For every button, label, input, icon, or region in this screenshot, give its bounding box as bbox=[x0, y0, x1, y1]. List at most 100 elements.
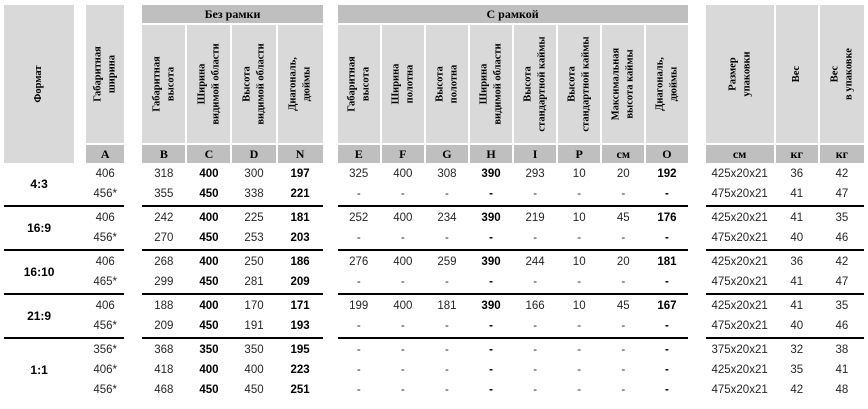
column-gap bbox=[325, 229, 336, 247]
column-gap bbox=[325, 381, 336, 399]
col-header-noframe-2-label: Высота видимой области bbox=[241, 43, 267, 125]
cell-a: 456* bbox=[93, 188, 118, 200]
cell-noframe-0: 242 bbox=[154, 212, 174, 224]
cell-withframe-3: 390 bbox=[481, 212, 501, 224]
column-gap bbox=[126, 297, 140, 315]
cell-withframe-5: - bbox=[577, 364, 582, 376]
table-row: 456* 209 450 191 193 - - - - - - - - 475x20x21 40 46 bbox=[4, 317, 864, 335]
col-header-noframe-2: Высота видимой области bbox=[232, 25, 276, 143]
column-gap bbox=[325, 249, 336, 251]
group-separator bbox=[4, 337, 864, 339]
column-gap bbox=[690, 381, 704, 399]
cell-withframe-0: - bbox=[356, 320, 361, 332]
cell-package-0: 375x20x21 bbox=[711, 344, 768, 356]
col-header-noframe-3: Диагональ, дюймы bbox=[277, 25, 323, 143]
column-gap bbox=[76, 209, 84, 227]
cell-noframe-0: 355 bbox=[154, 188, 174, 200]
cell-withframe-7: - bbox=[665, 276, 669, 288]
letter-withframe-5: P bbox=[558, 145, 601, 163]
col-header-noframe-0: Габаритная высота bbox=[142, 25, 186, 143]
cell-withframe-7: 192 bbox=[657, 168, 677, 180]
letter-noframe-1: C bbox=[187, 145, 231, 163]
column-gap bbox=[76, 185, 84, 203]
cell-package-2: 42 bbox=[835, 168, 849, 180]
col-header-withframe-3: Ширина видимой области bbox=[469, 25, 513, 143]
cell-withframe-2: 259 bbox=[437, 256, 457, 268]
column-gap bbox=[76, 229, 84, 247]
cell-withframe-1: - bbox=[400, 364, 405, 376]
cell-withframe-0: - bbox=[356, 344, 361, 356]
cell-withframe-6: 45 bbox=[616, 300, 630, 312]
column-gap bbox=[690, 165, 704, 183]
column-gap bbox=[76, 5, 84, 163]
cell-noframe-2: 191 bbox=[244, 320, 264, 332]
column-gap bbox=[690, 5, 704, 163]
cell-noframe-3: 221 bbox=[290, 188, 310, 200]
cell-withframe-6: - bbox=[621, 344, 626, 356]
cell-withframe-6: - bbox=[621, 364, 626, 376]
cell-noframe-3: 251 bbox=[290, 384, 310, 396]
separator-line bbox=[337, 337, 688, 339]
cell-package-0: 425x20x21 bbox=[711, 300, 768, 312]
cell-withframe-7: - bbox=[665, 232, 669, 244]
header-row-vertical-labels: Габаритная высота Ширина видимой области В… bbox=[4, 25, 864, 143]
cell-package-0: 475x20x21 bbox=[711, 384, 768, 396]
format-cell: 1:1 bbox=[30, 363, 48, 377]
cell-withframe-5: - bbox=[577, 384, 582, 396]
cell-withframe-2: - bbox=[445, 344, 449, 356]
letter-withframe-7: O bbox=[646, 145, 688, 163]
cell-package-1: 42 bbox=[790, 384, 804, 396]
cell-withframe-2: - bbox=[445, 364, 449, 376]
cell-withframe-4: - bbox=[533, 276, 538, 288]
cell-withframe-5: 10 bbox=[572, 256, 586, 268]
format-cell: 21:9 bbox=[27, 309, 52, 323]
table-row: 465* 299 450 281 209 - - - - - - - - 475x20x21 41 47 bbox=[4, 273, 864, 291]
cell-withframe-1: - bbox=[400, 232, 405, 244]
format-cell: 16:10 bbox=[23, 265, 55, 279]
column-gap bbox=[76, 297, 84, 315]
table-row: 16:10 406 268 400 250 186 276 400 259 390 244 10 20 1… bbox=[4, 253, 864, 279]
cell-withframe-3: 390 bbox=[481, 300, 501, 312]
cell-package-0: 475x20x21 bbox=[711, 188, 768, 200]
cell-withframe-0: - bbox=[356, 384, 361, 396]
separator-line bbox=[142, 337, 323, 339]
col-header-package-size-label: Размер упаковки bbox=[726, 51, 752, 97]
cell-withframe-3: - bbox=[489, 188, 493, 200]
column-gap bbox=[126, 185, 140, 203]
cell-noframe-3: 186 bbox=[290, 256, 310, 268]
separator-line bbox=[142, 205, 323, 207]
cell-package-1: 35 bbox=[790, 364, 804, 376]
cell-noframe-2: 253 bbox=[244, 232, 264, 244]
cell-withframe-1: 400 bbox=[393, 256, 413, 268]
cell-withframe-4: - bbox=[533, 344, 538, 356]
table-row: 456* 270 450 253 203 - - - - - - - - 475x20x21 40 46 bbox=[4, 229, 864, 247]
cell-a: 456* bbox=[93, 384, 118, 396]
column-gap bbox=[690, 361, 704, 379]
cell-noframe-2: 350 bbox=[244, 344, 264, 356]
cell-withframe-7: - bbox=[665, 320, 669, 332]
cell-withframe-5: 10 bbox=[572, 212, 586, 224]
letter-noframe-3: N bbox=[277, 145, 323, 163]
header-row-groups: Формат Габаритная ширина Без рамки С рам… bbox=[4, 5, 864, 163]
cell-package-0: 425x20x21 bbox=[711, 212, 768, 224]
cell-package-1: 41 bbox=[790, 188, 804, 200]
cell-a: 406 bbox=[95, 300, 115, 312]
column-gap bbox=[690, 229, 704, 247]
cell-withframe-1: 400 bbox=[393, 168, 413, 180]
letter-noframe-2: D bbox=[232, 145, 276, 163]
column-gap bbox=[325, 205, 336, 207]
cell-package-1: 32 bbox=[790, 344, 804, 356]
col-header-withframe-0-label: Габаритная высота bbox=[346, 56, 371, 112]
cell-withframe-1: - bbox=[400, 320, 405, 332]
group-separator bbox=[4, 205, 864, 207]
column-gap bbox=[325, 361, 336, 379]
cell-withframe-5: - bbox=[577, 188, 582, 200]
cell-noframe-2: 170 bbox=[244, 300, 264, 312]
cell-withframe-2: 181 bbox=[437, 300, 457, 312]
separator-line bbox=[4, 205, 125, 207]
format-cell: 16:9 bbox=[27, 221, 52, 235]
cell-withframe-3: - bbox=[489, 276, 493, 288]
cell-noframe-0: 268 bbox=[154, 256, 174, 268]
cell-package-2: 47 bbox=[835, 276, 849, 288]
cell-noframe-1: 450 bbox=[199, 188, 219, 200]
